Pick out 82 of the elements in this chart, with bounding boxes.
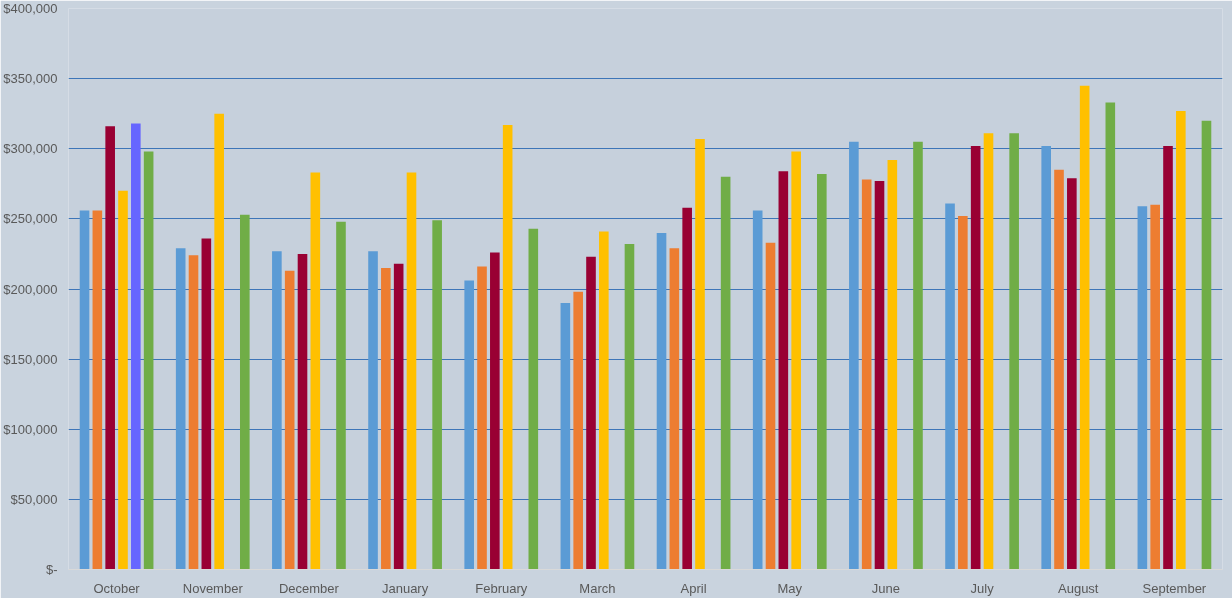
bar xyxy=(432,220,442,570)
bar xyxy=(490,252,500,570)
bar xyxy=(368,251,378,570)
bar xyxy=(656,232,667,570)
bar xyxy=(586,256,596,570)
x-tick-label: July xyxy=(970,580,995,596)
bar xyxy=(849,141,859,570)
y-tick-label: $- xyxy=(45,562,58,577)
bar xyxy=(1176,110,1186,570)
bar xyxy=(201,238,212,570)
bar xyxy=(765,242,776,570)
bar xyxy=(477,266,487,570)
bar xyxy=(945,203,955,570)
bar xyxy=(502,124,513,570)
bar xyxy=(752,210,763,570)
bar xyxy=(1054,169,1064,570)
bar xyxy=(1201,120,1212,570)
bar xyxy=(817,173,827,570)
x-tick-label: September xyxy=(1142,580,1207,596)
bar xyxy=(393,263,404,570)
bar xyxy=(958,216,968,570)
bar xyxy=(560,303,571,570)
bar xyxy=(105,126,115,570)
bar xyxy=(143,151,154,570)
bar xyxy=(240,214,250,570)
bar xyxy=(1150,204,1160,570)
x-tick-label: March xyxy=(579,580,616,596)
bar xyxy=(214,113,224,570)
bar xyxy=(624,244,635,570)
bar xyxy=(310,172,321,570)
x-tick-label: December xyxy=(278,580,340,596)
bar xyxy=(272,251,282,570)
bar xyxy=(669,248,680,570)
bar xyxy=(1079,85,1090,570)
bar xyxy=(695,138,705,570)
x-tick-label: February xyxy=(475,580,528,596)
bar xyxy=(720,176,731,570)
bar xyxy=(336,221,346,570)
bar xyxy=(887,159,898,570)
bar xyxy=(791,151,801,570)
x-tick-label: June xyxy=(871,580,901,596)
bar xyxy=(464,280,474,570)
bar xyxy=(1105,102,1116,570)
bar xyxy=(1009,133,1019,570)
y-tick-label: $100,000 xyxy=(3,421,58,437)
y-tick-label: $350,000 xyxy=(3,71,58,87)
y-tick-label: $200,000 xyxy=(3,281,58,297)
bar xyxy=(406,172,417,570)
y-tick-label: $50,000 xyxy=(10,491,58,507)
y-tick-label: $250,000 xyxy=(3,211,58,227)
bar xyxy=(861,179,872,570)
bar xyxy=(1137,206,1148,570)
y-tick-label: $400,000 xyxy=(3,1,58,16)
x-tick-label: August xyxy=(1058,580,1099,596)
bar xyxy=(297,253,308,570)
x-tick-label: May xyxy=(777,580,803,596)
x-tick-label: October xyxy=(93,580,141,596)
bar xyxy=(284,270,295,570)
bar xyxy=(188,255,199,570)
bar xyxy=(131,123,141,570)
y-tick-label: $300,000 xyxy=(3,141,58,157)
bar xyxy=(874,181,885,570)
x-tick-label: April xyxy=(680,580,707,596)
bar xyxy=(92,210,103,570)
x-tick-label: November xyxy=(182,580,244,596)
bar xyxy=(599,231,609,570)
bar xyxy=(175,248,186,570)
bar xyxy=(682,207,692,570)
bar xyxy=(983,133,994,570)
bar xyxy=(970,145,981,570)
bar xyxy=(381,267,391,570)
bar xyxy=(1041,145,1051,570)
x-tick-label: January xyxy=(381,580,429,596)
bar xyxy=(79,210,90,570)
bar xyxy=(778,171,789,570)
bar xyxy=(913,141,923,570)
bar xyxy=(1067,178,1077,570)
bar xyxy=(1163,145,1173,570)
bar xyxy=(118,190,128,570)
bar xyxy=(528,228,539,570)
bar xyxy=(573,291,583,570)
y-tick-label: $150,000 xyxy=(3,351,58,367)
